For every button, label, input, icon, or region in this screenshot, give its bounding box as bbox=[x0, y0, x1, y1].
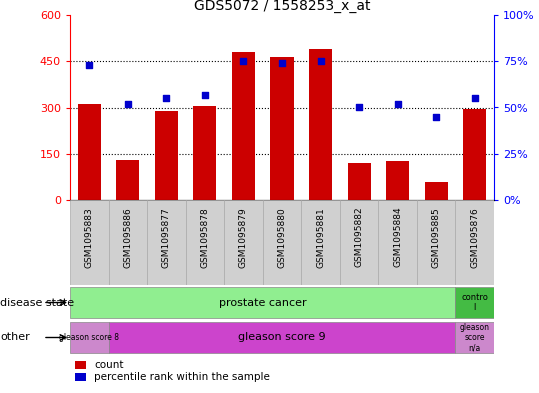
Point bbox=[201, 92, 209, 98]
Bar bbox=[224, 200, 262, 285]
Text: GSM1095882: GSM1095882 bbox=[355, 207, 364, 267]
Bar bbox=[455, 287, 494, 318]
Bar bbox=[232, 52, 255, 200]
Text: gleason
score
n/a: gleason score n/a bbox=[460, 323, 490, 353]
Point bbox=[85, 62, 94, 68]
Point bbox=[123, 101, 132, 107]
Point bbox=[432, 114, 440, 120]
Text: disease state: disease state bbox=[0, 298, 74, 307]
Bar bbox=[185, 200, 224, 285]
Bar bbox=[70, 322, 108, 353]
Bar bbox=[108, 200, 147, 285]
Point bbox=[393, 101, 402, 107]
Bar bbox=[301, 200, 340, 285]
Text: gleason score 8: gleason score 8 bbox=[59, 333, 119, 342]
Text: contro
l: contro l bbox=[461, 293, 488, 312]
Bar bbox=[194, 106, 217, 200]
Text: GSM1095883: GSM1095883 bbox=[85, 207, 94, 268]
Text: GSM1095877: GSM1095877 bbox=[162, 207, 171, 268]
Bar bbox=[78, 105, 101, 200]
Bar bbox=[425, 182, 448, 200]
Text: GSM1095886: GSM1095886 bbox=[123, 207, 132, 268]
Text: gleason score 9: gleason score 9 bbox=[238, 332, 326, 343]
Bar bbox=[348, 163, 371, 200]
Bar bbox=[455, 322, 494, 353]
Text: other: other bbox=[0, 332, 30, 343]
Text: GSM1095884: GSM1095884 bbox=[393, 207, 402, 267]
Bar bbox=[262, 200, 301, 285]
Text: GSM1095876: GSM1095876 bbox=[470, 207, 479, 268]
Point bbox=[239, 58, 248, 64]
Point bbox=[355, 105, 363, 111]
Bar bbox=[378, 200, 417, 285]
Bar bbox=[309, 49, 332, 200]
Bar bbox=[108, 322, 455, 353]
Bar bbox=[386, 162, 409, 200]
Text: GSM1095881: GSM1095881 bbox=[316, 207, 325, 268]
Bar bbox=[463, 109, 486, 200]
Bar bbox=[116, 160, 140, 200]
Title: GDS5072 / 1558253_x_at: GDS5072 / 1558253_x_at bbox=[194, 0, 370, 13]
Point bbox=[316, 58, 325, 64]
Bar bbox=[70, 200, 108, 285]
Bar bbox=[271, 57, 294, 200]
Bar bbox=[455, 200, 494, 285]
Text: GSM1095878: GSM1095878 bbox=[201, 207, 210, 268]
Bar bbox=[340, 200, 378, 285]
Point bbox=[278, 60, 286, 66]
Bar bbox=[155, 110, 178, 200]
Bar bbox=[147, 200, 185, 285]
Point bbox=[162, 95, 171, 101]
Legend: count, percentile rank within the sample: count, percentile rank within the sample bbox=[75, 360, 270, 382]
Text: prostate cancer: prostate cancer bbox=[219, 298, 307, 307]
Text: GSM1095880: GSM1095880 bbox=[278, 207, 287, 268]
Bar bbox=[417, 200, 455, 285]
Point bbox=[471, 95, 479, 101]
Text: GSM1095885: GSM1095885 bbox=[432, 207, 441, 268]
Text: GSM1095879: GSM1095879 bbox=[239, 207, 248, 268]
